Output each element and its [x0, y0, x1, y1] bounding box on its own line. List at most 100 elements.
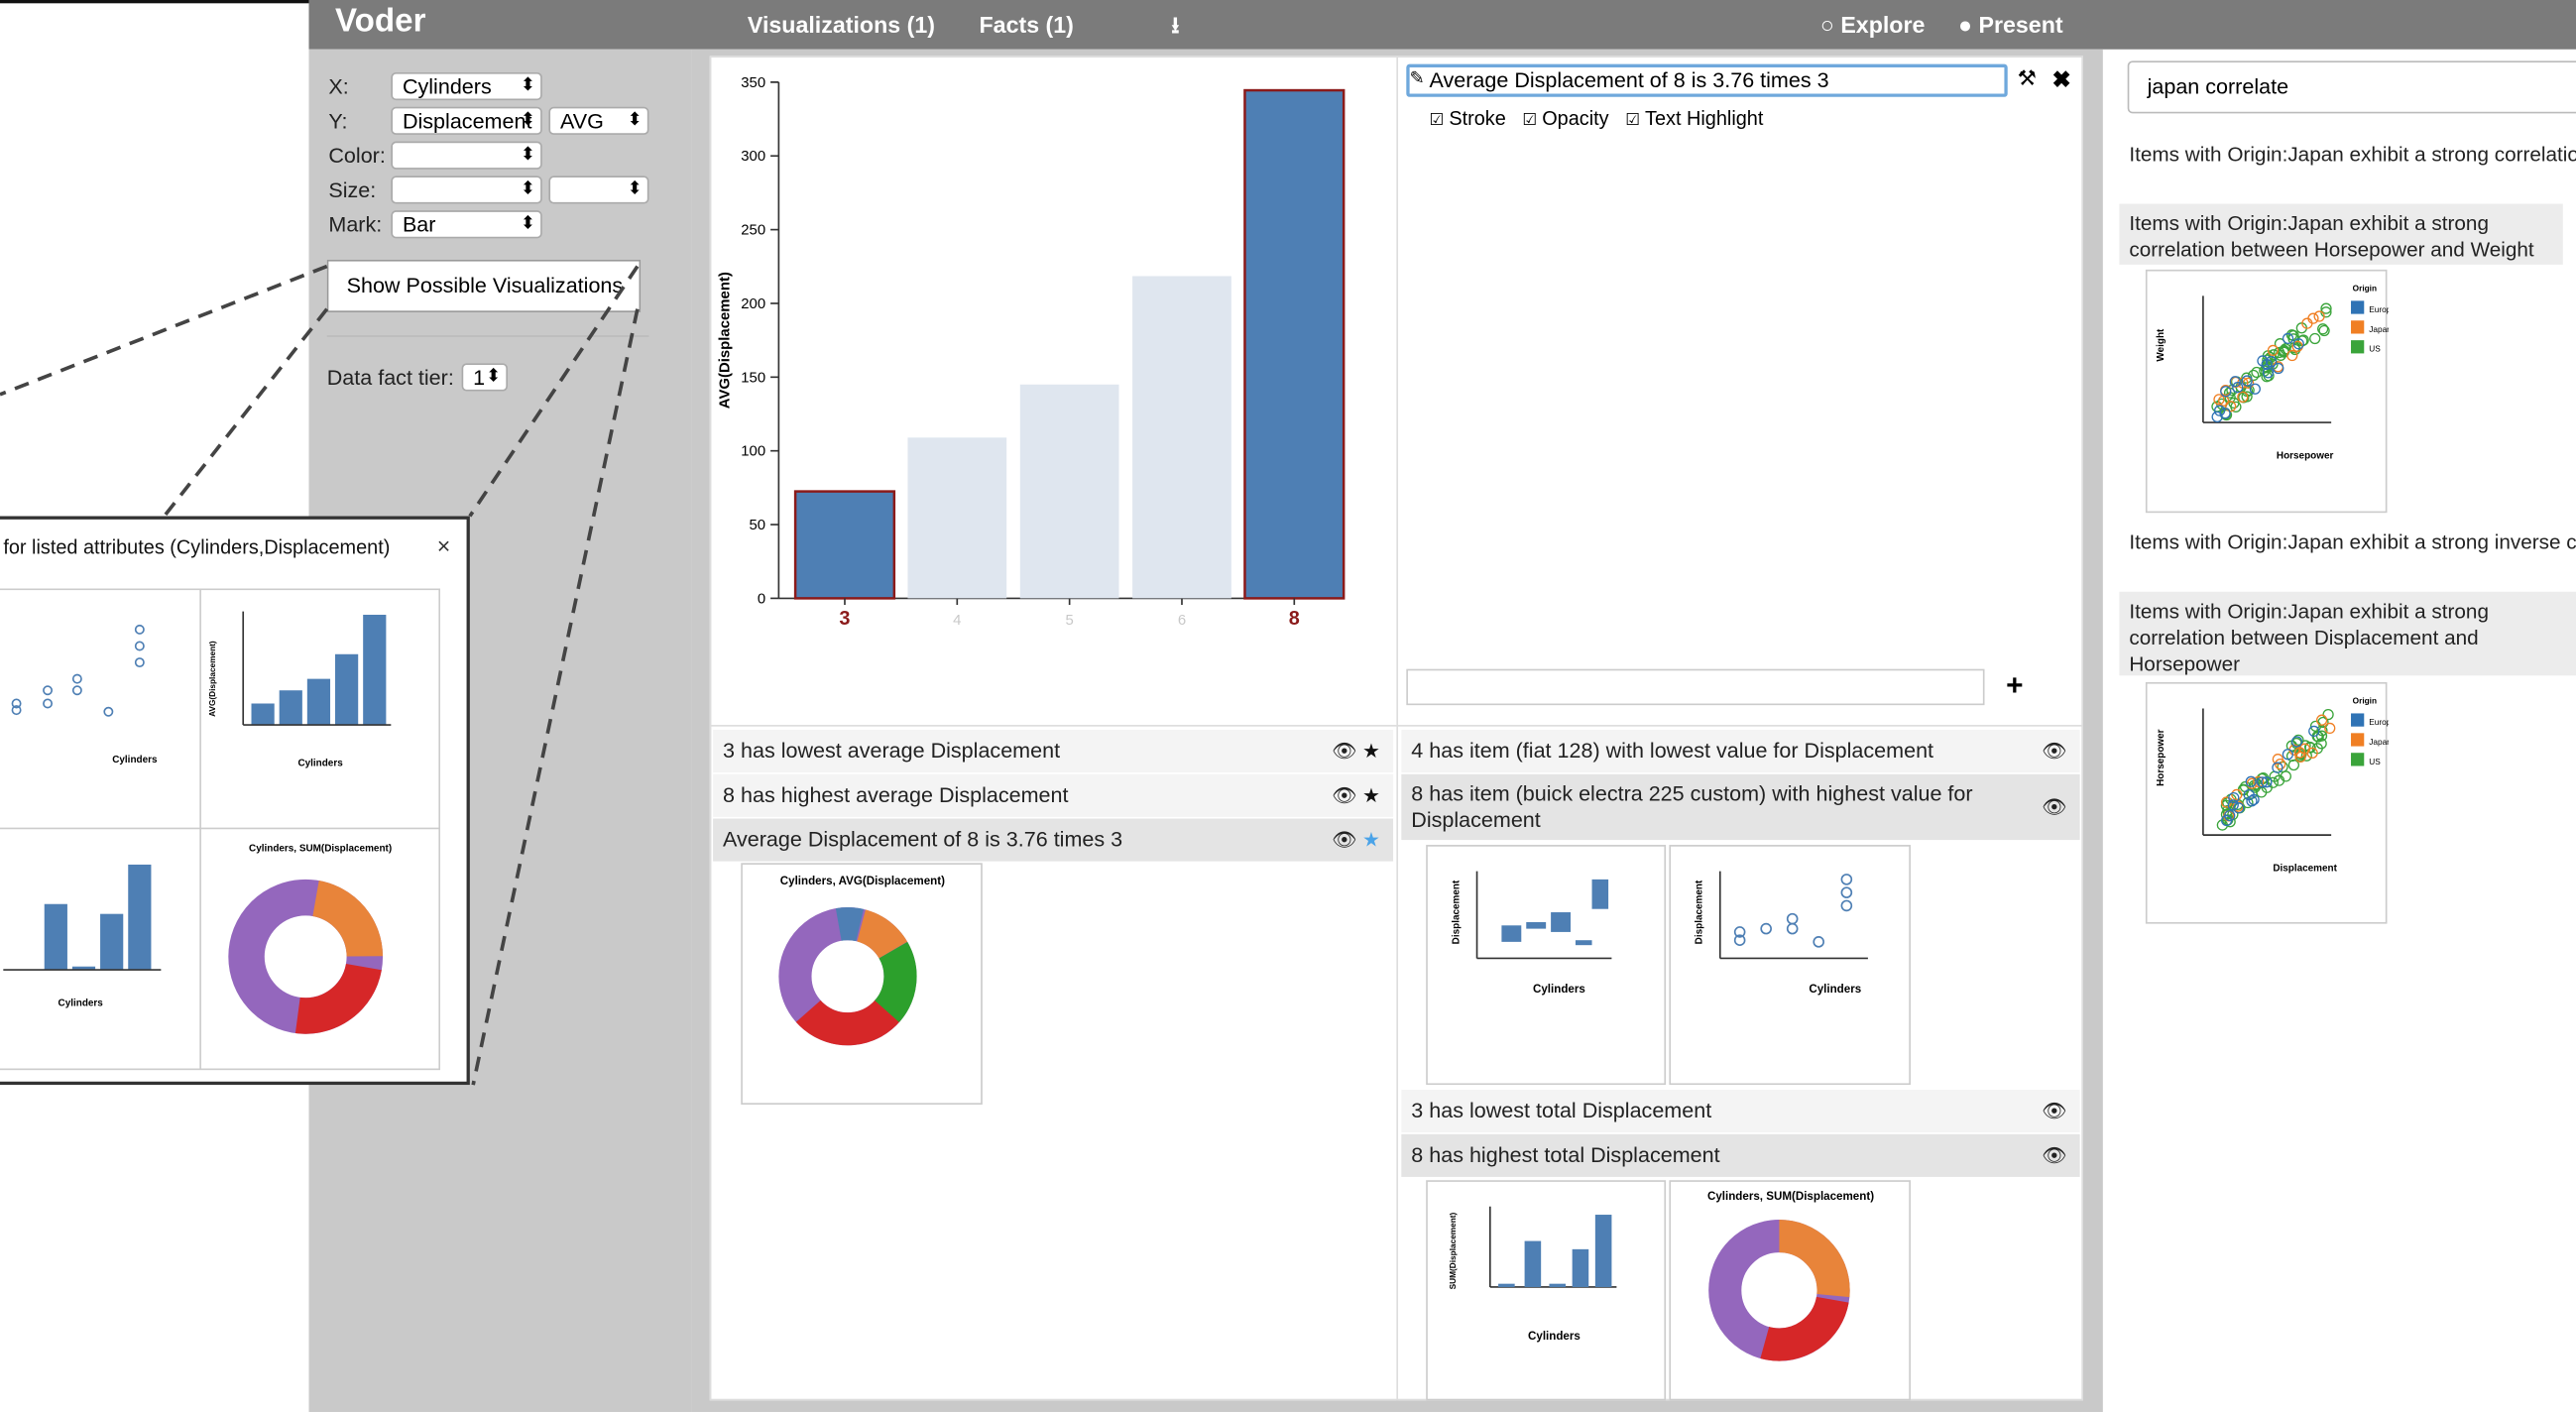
point — [2213, 394, 2225, 406]
fact-icons: 👁 ★ — [1332, 739, 1380, 764]
thumb-title: Cylinders, AVG(Displacement) — [780, 875, 945, 887]
fact-row[interactable]: 4 has item (fiat 128) with lowest value … — [1401, 730, 2080, 773]
point — [2313, 310, 2325, 322]
tab[interactable]: Visualizations (1) — [747, 11, 935, 39]
point — [2220, 386, 2232, 398]
axis-label: Cylinders — [1809, 983, 1861, 996]
thumb-title: Cylinders, SUM(Displacement) — [249, 844, 392, 855]
thumb-chart: Weight Horsepower Origin Europe Japan US — [2156, 284, 2396, 461]
fact-row[interactable]: 8 has highest total Displacement 👁 — [1401, 1133, 2080, 1177]
y-tick-label: 50 — [750, 518, 766, 533]
option-label: Opacity — [1542, 106, 1609, 130]
select[interactable]: 1 — [461, 363, 508, 392]
search-result[interactable]: Items with Origin:Japan exhibit a strong… — [2119, 203, 2563, 265]
tab[interactable]: Facts (1) — [979, 11, 1074, 39]
y-axis-label: AVG(Displacement) — [718, 272, 734, 409]
fact-list: 4 has item (fiat 128) with lowest value … — [1401, 730, 2080, 842]
point — [2256, 776, 2269, 788]
point — [2317, 716, 2329, 729]
download-icon[interactable]: ⭳ — [1171, 11, 1180, 39]
select[interactable]: AVG — [548, 106, 649, 135]
mode-label: Explore — [1840, 11, 1926, 39]
fact-input[interactable]: Average Displacement of 8 is 3.76 times … — [1406, 63, 2008, 97]
pencil-icon: ✎ — [1409, 68, 1425, 89]
checkbox-option[interactable]: ☑ Stroke — [1430, 107, 1506, 130]
button[interactable]: Show Possible Visualizations — [326, 259, 642, 312]
axis-label: SUM(Displacement) — [1449, 1212, 1458, 1289]
checkbox: ☑ — [1429, 111, 1445, 130]
legend-swatch — [2351, 733, 2365, 747]
point — [2301, 317, 2313, 329]
y-tick-label: 350 — [741, 75, 765, 91]
fact-row[interactable]: 8 has item (buick electra 225 custom) wi… — [1401, 773, 2080, 841]
select[interactable]: Bar — [391, 210, 542, 239]
select[interactable] — [548, 176, 649, 204]
x-tick-label: 8 — [1289, 608, 1300, 630]
legend-swatch — [2351, 320, 2365, 334]
axis-label: AVG(Displacement) — [208, 641, 217, 717]
checkbox-option[interactable]: ☑ Text Highlight — [1625, 107, 1763, 130]
delete-icon[interactable]: ✖ — [2051, 65, 2071, 92]
search-input[interactable]: japan correlate — [2127, 60, 2576, 114]
y-tick-label: 200 — [741, 296, 765, 312]
select[interactable] — [391, 141, 542, 170]
fact-text: 3 has lowest total Displacement — [1411, 1098, 1712, 1123]
options: ☑ Stroke ☑ Opacity ☑ Text Highlight — [1430, 107, 1764, 130]
axis-label: Cylinders — [59, 999, 104, 1009]
wand-icon[interactable]: ⚒ — [2017, 65, 2037, 91]
axis-label: Displacement — [2273, 864, 2337, 875]
fact-row[interactable]: 8 has highest average Displacement 👁 ★ — [713, 773, 1394, 817]
close-button[interactable]: × — [436, 532, 451, 559]
point — [2241, 375, 2253, 387]
add-button[interactable]: + — [2006, 668, 2024, 702]
y-tick-label: 150 — [741, 370, 765, 386]
thumbnail: Horsepower Displacement Origin Europe Japan U… — [2145, 681, 2396, 924]
search-result[interactable]: Items with Origin:Japan exhibit a strong… — [2119, 591, 2576, 676]
select[interactable]: Cylinders — [391, 71, 542, 101]
search-result[interactable]: Items with Origin:Japan exhibit a strong… — [2129, 530, 2576, 554]
axis-label: Displacement — [1695, 880, 1705, 944]
point — [2228, 791, 2240, 804]
point — [2261, 776, 2273, 788]
checkbox-option[interactable]: ☑ Opacity — [1522, 107, 1608, 130]
point — [2241, 391, 2253, 403]
point — [2272, 754, 2283, 765]
point — [2320, 302, 2332, 314]
popup: for listed attributes (Cylinders,Displac… — [0, 516, 470, 1086]
point — [2322, 708, 2334, 721]
select[interactable] — [391, 176, 542, 204]
x-tick-label: 5 — [1065, 613, 1073, 629]
fact-row[interactable]: 3 has lowest total Displacement 👁 — [1401, 1090, 2080, 1133]
thumb-chart: Horsepower Displacement Origin Europe Japan U… — [2156, 696, 2396, 875]
point — [2265, 351, 2277, 364]
fact-text: 3 has lowest average Displacement — [723, 738, 1061, 764]
mode-option[interactable]: ○ Explore — [1819, 11, 1926, 39]
fact-row[interactable]: 3 has lowest average Displacement 👁 ★ — [713, 730, 1394, 773]
bar — [907, 437, 1007, 599]
label: Data fact tier: — [326, 365, 454, 390]
thumbnail: Weight Horsepower Origin Europe Japan US — [2145, 269, 2396, 514]
point — [2267, 344, 2280, 357]
mode-option[interactable]: ● Present — [1958, 11, 2063, 39]
search-result[interactable]: Items with Origin:Japan exhibit a strong… — [2129, 143, 2576, 167]
point — [2245, 775, 2257, 787]
y-tick-label: 250 — [741, 223, 765, 239]
select[interactable]: Displacement — [391, 106, 542, 135]
star: ★ — [1361, 739, 1380, 764]
bar — [1132, 276, 1231, 599]
point — [2324, 722, 2336, 735]
point — [2248, 369, 2260, 382]
text-input[interactable] — [1406, 668, 1985, 706]
point — [2262, 367, 2275, 379]
bar — [1243, 88, 1346, 600]
point — [2233, 802, 2245, 814]
point — [2272, 762, 2283, 773]
point — [2307, 312, 2319, 324]
point — [2317, 323, 2329, 335]
point — [2290, 736, 2303, 748]
fact-list: 3 has lowest total Displacement 👁 8 has hi… — [1401, 1090, 2080, 1179]
fact-row[interactable]: Average Displacement of 8 is 3.76 times … — [713, 818, 1394, 862]
legend-label: US — [2369, 758, 2381, 766]
fact-list: 3 has lowest average Displacement 👁 ★ 8 ha… — [713, 730, 1394, 863]
point — [2246, 795, 2258, 807]
